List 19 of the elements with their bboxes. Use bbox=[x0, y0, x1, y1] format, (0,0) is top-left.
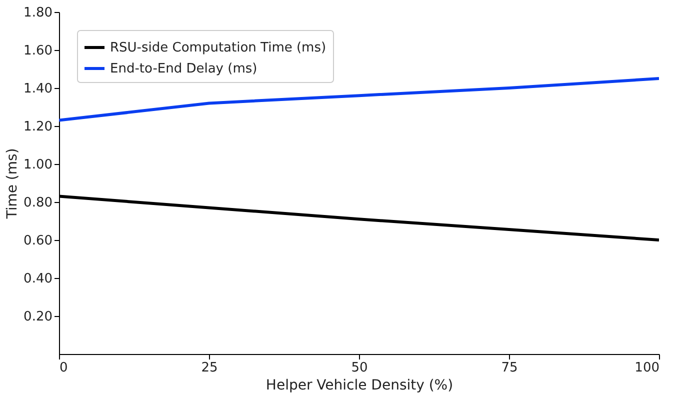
y-axis-title: Time (ms) bbox=[4, 148, 21, 220]
x-tick-label: 25 bbox=[201, 360, 218, 376]
x-tick-label: 0 bbox=[60, 360, 68, 376]
y-tick-label: 1.40 bbox=[24, 82, 52, 96]
line-series bbox=[59, 77, 659, 122]
y-tick-label: 1.20 bbox=[24, 120, 52, 134]
x-axis-title: Helper Vehicle Density (%) bbox=[266, 378, 454, 394]
y-tick-label: 1.80 bbox=[24, 6, 52, 20]
y-tick-label: 0.60 bbox=[24, 234, 52, 248]
y-tick-label: 0.40 bbox=[24, 272, 52, 286]
y-tick-label: 0.80 bbox=[24, 196, 52, 210]
x-tick-label: 50 bbox=[351, 360, 368, 376]
x-tick-label: 100 bbox=[634, 360, 660, 376]
x-tick-label: 75 bbox=[501, 360, 518, 376]
y-tick-label: 1.60 bbox=[24, 44, 52, 58]
legend-label: End-to-End Delay (ms) bbox=[110, 62, 258, 76]
y-tick-label: 1.00 bbox=[24, 158, 52, 172]
y-tick-label: 0.20 bbox=[24, 310, 52, 324]
legend-label: RSU-side Computation Time (ms) bbox=[110, 40, 326, 56]
